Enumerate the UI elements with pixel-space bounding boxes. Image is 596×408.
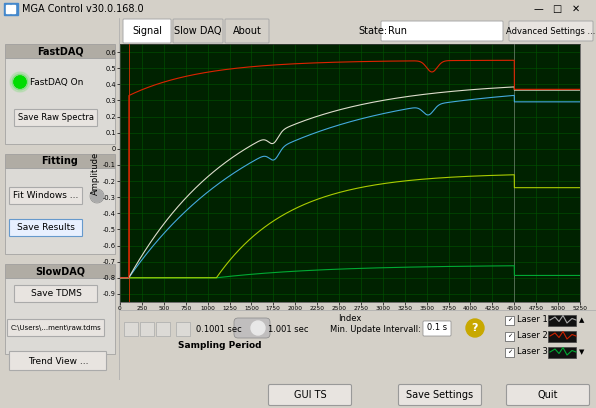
Text: Laser 3: Laser 3 [517, 348, 548, 357]
Text: Slow DAQ: Slow DAQ [174, 26, 222, 36]
Circle shape [91, 190, 103, 202]
Bar [156, 322, 170, 336]
FancyBboxPatch shape [423, 321, 451, 336]
Bar [4, 3, 18, 15]
FancyBboxPatch shape [399, 384, 482, 406]
FancyBboxPatch shape [381, 21, 503, 41]
Text: 0.1 s: 0.1 s [427, 324, 447, 333]
FancyBboxPatch shape [225, 19, 269, 43]
Circle shape [14, 76, 26, 88]
Text: 0.1001 sec: 0.1001 sec [196, 324, 242, 333]
Bar [548, 315, 576, 326]
Text: Fitting: Fitting [42, 156, 79, 166]
Bar [5, 154, 115, 168]
Text: Trend View ...: Trend View ... [28, 357, 88, 366]
Text: About: About [232, 26, 262, 36]
Circle shape [251, 321, 265, 335]
Text: Save Raw Spectra: Save Raw Spectra [18, 113, 94, 122]
Bar [176, 322, 190, 336]
FancyBboxPatch shape [14, 109, 98, 126]
Text: ▲: ▲ [579, 317, 584, 323]
Text: Laser 1: Laser 1 [517, 315, 548, 324]
Text: Save TDMS: Save TDMS [30, 290, 82, 299]
Y-axis label: Amplitude: Amplitude [91, 151, 100, 195]
Bar [548, 331, 576, 342]
Bar [505, 348, 514, 357]
Text: ?: ? [472, 323, 478, 333]
FancyBboxPatch shape [509, 21, 593, 41]
Text: □: □ [552, 4, 561, 14]
Text: ✕: ✕ [572, 4, 580, 14]
Text: Laser 2: Laser 2 [517, 331, 548, 341]
Bar [6, 5, 10, 13]
Circle shape [14, 76, 26, 88]
Text: ✓: ✓ [507, 350, 512, 355]
Bar [11, 5, 15, 13]
Text: —: — [533, 4, 543, 14]
FancyBboxPatch shape [269, 384, 352, 406]
FancyBboxPatch shape [173, 19, 223, 43]
Bar [140, 322, 154, 336]
FancyBboxPatch shape [8, 319, 104, 337]
Text: 1.001 sec: 1.001 sec [268, 324, 309, 333]
Text: ✓: ✓ [507, 317, 512, 322]
Bar [505, 316, 514, 325]
Text: SlowDAQ: SlowDAQ [35, 266, 85, 276]
FancyBboxPatch shape [10, 188, 82, 204]
Text: Save Results: Save Results [17, 224, 75, 233]
FancyBboxPatch shape [507, 384, 589, 406]
Text: Advanced Settings ...: Advanced Settings ... [507, 27, 595, 35]
Text: Run: Run [388, 26, 407, 36]
Circle shape [466, 319, 484, 337]
Bar [548, 347, 576, 358]
Text: ✓: ✓ [507, 333, 512, 339]
FancyBboxPatch shape [234, 318, 270, 338]
Bar [5, 58, 115, 144]
Bar [5, 278, 115, 354]
FancyBboxPatch shape [10, 220, 82, 237]
X-axis label: Index: Index [339, 314, 362, 323]
Circle shape [12, 74, 28, 90]
Text: FastDAQ On: FastDAQ On [30, 78, 83, 86]
Text: Signal: Signal [132, 26, 162, 36]
Text: MGA Control v30.0.168.0: MGA Control v30.0.168.0 [22, 4, 144, 14]
FancyBboxPatch shape [123, 19, 171, 43]
Bar [124, 322, 138, 336]
Text: C:\Users\...ment\raw.tdms: C:\Users\...ment\raw.tdms [11, 325, 101, 331]
Text: Sampling Period: Sampling Period [178, 341, 262, 350]
Bar [5, 264, 115, 278]
Text: Fit Windows ...: Fit Windows ... [13, 191, 79, 200]
Bar [505, 332, 514, 341]
Text: ▼: ▼ [579, 349, 584, 355]
Text: State:: State: [358, 26, 387, 36]
FancyBboxPatch shape [14, 286, 98, 302]
FancyBboxPatch shape [10, 352, 107, 370]
Text: Quit: Quit [538, 390, 558, 400]
Text: Min. Update Intervall:: Min. Update Intervall: [330, 324, 421, 333]
Bar [5, 168, 115, 254]
Text: FastDAQ: FastDAQ [37, 46, 83, 56]
Bar [5, 44, 115, 58]
Text: Save Settings: Save Settings [406, 390, 474, 400]
Circle shape [10, 72, 30, 92]
Text: GUI TS: GUI TS [294, 390, 327, 400]
